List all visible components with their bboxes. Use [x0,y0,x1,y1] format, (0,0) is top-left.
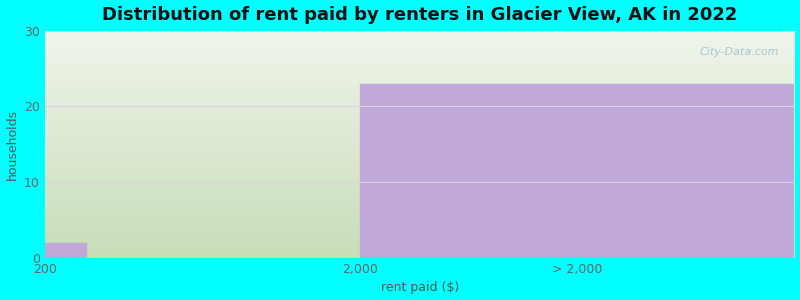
Bar [360,84,794,258]
Bar [45,243,86,258]
Y-axis label: households: households [6,109,18,180]
Text: City-Data.com: City-Data.com [700,46,779,57]
X-axis label: rent paid ($): rent paid ($) [381,281,458,294]
Title: Distribution of rent paid by renters in Glacier View, AK in 2022: Distribution of rent paid by renters in … [102,6,738,24]
